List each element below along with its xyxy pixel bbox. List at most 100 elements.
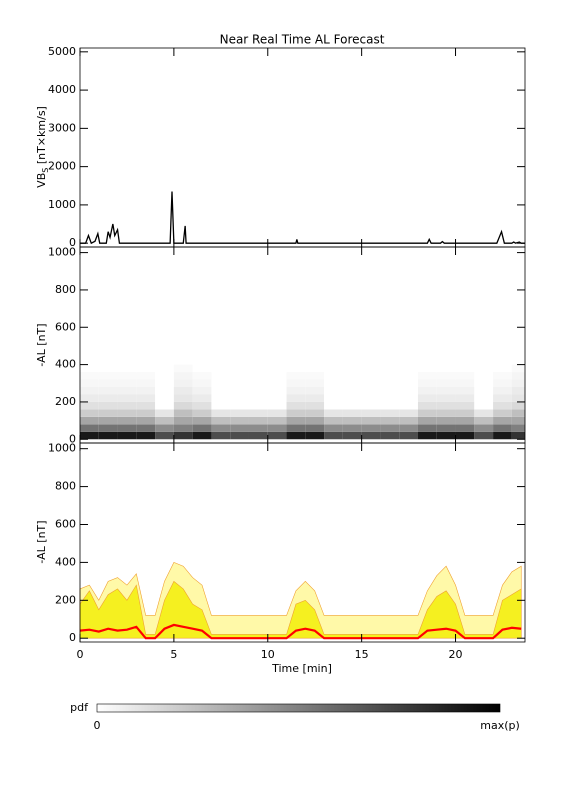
heatmap-cell [211,379,231,387]
heatmap-cell [342,416,362,425]
y-tick-label: 0 [69,236,76,249]
heatmap-cell [455,364,475,373]
heatmap-cell [455,401,475,410]
heatmap-cell [211,431,231,440]
heatmap-cell [98,424,118,432]
heatmap-cell [399,387,418,395]
heatmap-cell [436,401,456,410]
heatmap-cell [436,372,456,380]
heatmap-cell [211,424,231,432]
heatmap-cell [511,424,525,432]
heatmap-cell [361,416,381,425]
heatmap-cell [417,431,437,440]
heatmap-cell [436,409,456,417]
heatmap-cell [417,401,437,410]
x-tick-label: 0 [77,648,84,661]
heatmap-cell [173,379,193,387]
y-tick-label: 200 [55,593,76,606]
heatmap-cell [173,372,193,380]
heatmap-cell [380,431,400,440]
heatmap-cell [474,372,494,380]
heatmap-cell [342,379,362,387]
heatmap-cell [361,409,381,417]
heatmap-cell [511,409,525,417]
heatmap-cell [399,364,418,373]
heatmap-cell [173,424,193,432]
heatmap-cell [455,409,475,417]
heatmap-cell [493,379,512,387]
heatmap-cell [230,431,249,440]
heatmap-cell [399,416,418,425]
heatmap-cell [436,364,456,373]
heatmap-cell [380,387,400,395]
heatmap-cell [98,409,118,417]
y-tick-label: 600 [55,517,76,530]
heatmap-cell [305,416,325,425]
heatmap-cell [511,364,525,373]
heatmap-cell [305,409,325,417]
y-tick-label: 0 [69,432,76,445]
heatmap-cell [474,364,494,373]
plot-frame [79,47,526,248]
heatmap-cell [305,394,325,402]
y-tick-label: 1000 [48,442,76,455]
heatmap-cell [305,401,325,410]
heatmap-cell [342,364,362,373]
heatmap-cell [417,424,437,432]
heatmap-cell [474,416,494,425]
y-tick-label: 200 [55,395,76,408]
x-tick-label: 15 [355,648,369,661]
heatmap-cell [324,431,343,440]
heatmap-cell [305,424,325,432]
colorbar [96,703,501,713]
heatmap-cell [136,364,156,373]
heatmap-cell [248,387,268,395]
heatmap-cell [192,379,212,387]
heatmap-cell [493,409,512,417]
heatmap-cell [380,394,400,402]
heatmap-cell [80,424,99,432]
heatmap-cell [455,416,475,425]
heatmap-cell [267,394,287,402]
heatmap-cell [342,401,362,410]
heatmap-cell [324,372,343,380]
y-tick-label: 800 [55,480,76,493]
heatmap-cell [493,394,512,402]
heatmap-cell [155,387,174,395]
heatmap-cell [98,379,118,387]
heatmap-cell [342,372,362,380]
heatmap-cell [342,424,362,432]
heatmap-cell [267,364,287,373]
heatmap-cell [417,416,437,425]
heatmap-cell [324,416,343,425]
heatmap-cell [98,394,118,402]
heatmap-cell [173,409,193,417]
heatmap-cell [286,431,306,440]
x-tick-label: 10 [261,648,275,661]
heatmap-cell [136,379,156,387]
heatmap-cell [493,416,512,425]
heatmap-cell [155,424,174,432]
heatmap-cell [155,409,174,417]
heatmap-cell [380,401,400,410]
heatmap-cell [380,379,400,387]
x-tick-label: 20 [449,648,463,661]
heatmap-cell [248,401,268,410]
heatmap-cell [173,416,193,425]
heatmap-cell [230,387,249,395]
heatmap-cell [324,394,343,402]
heatmap-cell [211,387,231,395]
heatmap-cell [211,401,231,410]
heatmap-cell [136,416,156,425]
x-tick-label: 5 [170,648,177,661]
heatmap-cell [80,409,99,417]
area-band [79,580,522,639]
heatmap-cell [455,431,475,440]
heatmap-cell [155,416,174,425]
heatmap-cell [155,379,174,387]
heatmap-cell [80,387,99,395]
heatmap-cell [286,409,306,417]
heatmap-cell [267,424,287,432]
heatmap-cell [248,379,268,387]
heatmap-cell [342,387,362,395]
